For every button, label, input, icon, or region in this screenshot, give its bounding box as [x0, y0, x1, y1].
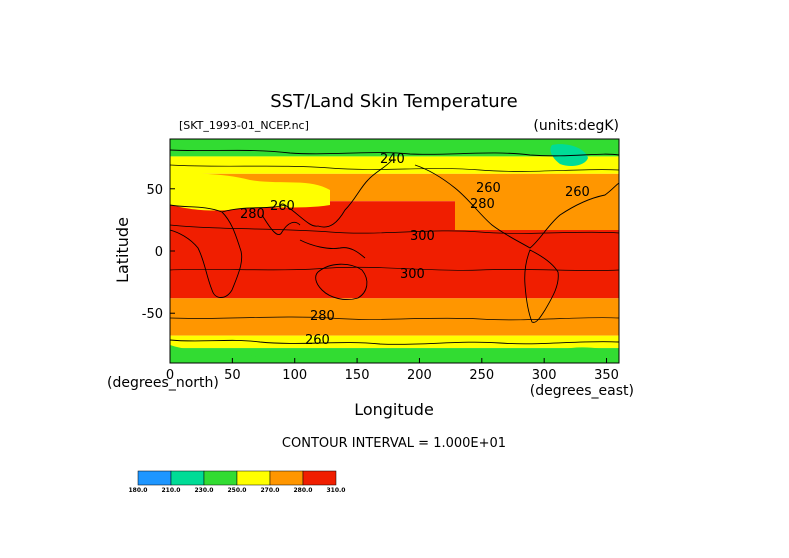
contour-260-north	[170, 164, 619, 172]
map-area: 240 260 280 300 300 280 260 260 280 260	[170, 139, 619, 363]
x-unit-label: (degrees_east)	[530, 383, 634, 399]
antarctica-green-patch	[170, 345, 280, 363]
contour-label: 260	[565, 185, 590, 200]
north-america-coast	[414, 164, 619, 249]
eurasia-coast	[221, 159, 393, 228]
x-tick-label: 300	[532, 368, 557, 383]
colorbar: 180.0 210.0 230.0 250.0 270.0 280.0 310.0	[129, 470, 346, 494]
x-tick-label: 0	[166, 368, 174, 383]
x-tick-label: 250	[469, 368, 494, 383]
x-tick-label: 200	[407, 368, 432, 383]
temperature-band	[170, 335, 619, 349]
y-tick-label: 0	[155, 245, 163, 260]
arctic-coast	[170, 149, 619, 157]
temperature-band	[170, 156, 619, 174]
x-tick-label: 150	[345, 368, 370, 383]
contour-300-south	[170, 266, 619, 271]
colorbar-label: 250.0	[228, 487, 247, 494]
contour-300-north	[170, 224, 619, 234]
y-unit-label: (degrees_north)	[107, 375, 219, 391]
australia-coast	[315, 263, 368, 301]
x-tick-label: 100	[282, 368, 307, 383]
x-tick-label: 350	[594, 368, 619, 383]
colorbar-label: 310.0	[327, 487, 346, 494]
contour-label: 300	[410, 229, 435, 244]
maritime-asia	[299, 239, 366, 259]
contour-280-south	[170, 316, 619, 321]
contour-label: 280	[470, 197, 495, 212]
contour-label: 280	[240, 207, 265, 222]
colorbar-label: 270.0	[261, 487, 280, 494]
colorbar-swatch	[137, 470, 172, 486]
coastlines	[170, 149, 619, 345]
contour-interval-text: CONTOUR INTERVAL = 1.000E+01	[282, 436, 506, 451]
contour-label: 240	[380, 152, 405, 167]
temperature-band	[170, 298, 619, 336]
colorbar-swatch	[236, 470, 271, 486]
contour-label: 260	[476, 181, 501, 196]
units-label: (units:degK)	[533, 118, 619, 134]
colorbar-swatch	[302, 470, 337, 486]
x-tick-label: 50	[224, 368, 241, 383]
contour-label: 260	[305, 333, 330, 348]
contour-label: 300	[400, 267, 425, 282]
y-axis-label: Latitude	[113, 217, 132, 283]
chart-title: SST/Land Skin Temperature	[270, 91, 518, 112]
europe-yellow-patch	[170, 170, 330, 211]
colorbar-label: 180.0	[129, 487, 148, 494]
temperature-band	[170, 348, 619, 363]
india-coast	[261, 214, 301, 235]
x-axis-label: Longitude	[354, 400, 434, 419]
south-america-coast	[524, 249, 559, 323]
colorbar-swatch	[269, 470, 304, 486]
colorbar-label: 280.0	[294, 487, 313, 494]
colorbar-swatch	[203, 470, 238, 486]
y-axis-ticks: 50 0 -50	[142, 183, 175, 322]
antarctica-green-patch-east	[560, 347, 619, 363]
contour-label: 260	[270, 199, 295, 214]
x-axis-ticks: 0 50 100 150 200 250 300 350	[166, 358, 619, 383]
colorbar-label: 230.0	[195, 487, 214, 494]
colorbar-swatch	[170, 470, 205, 486]
contour-labels: 240 260 280 300 300 280 260 260 280 260	[240, 152, 590, 348]
north-america-warm-patch	[455, 182, 619, 230]
antarctica-coast	[170, 339, 619, 345]
temperature-bands	[170, 139, 619, 363]
file-label: [SKT_1993-01_NCEP.nc]	[179, 119, 309, 132]
contour-lines	[170, 164, 619, 321]
colorbar-label: 210.0	[162, 487, 181, 494]
y-tick-label: 50	[146, 183, 163, 198]
contour-label: 280	[310, 309, 335, 324]
y-tick-label: -50	[142, 307, 163, 322]
